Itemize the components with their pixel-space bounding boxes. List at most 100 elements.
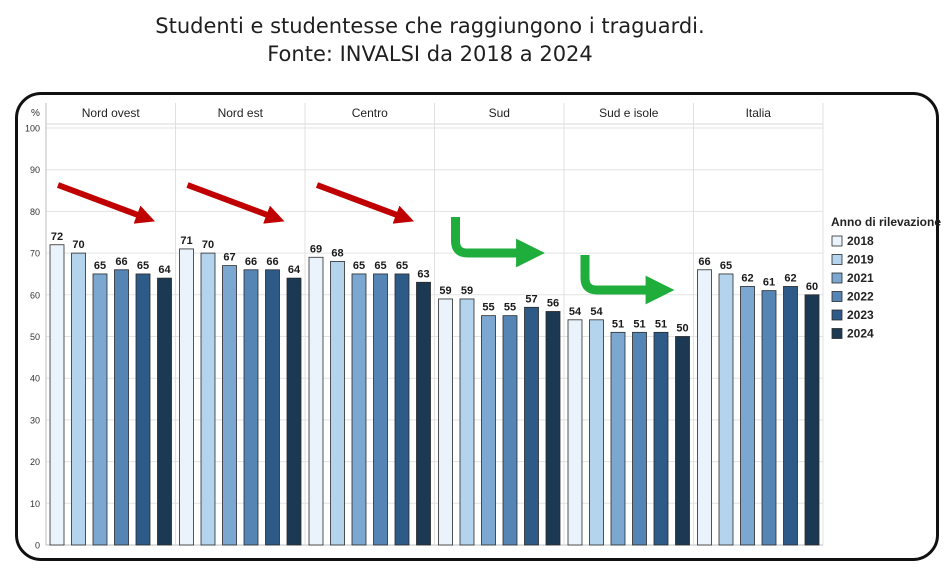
bar-2023 (135, 273, 151, 546)
data-label: 66 (245, 256, 257, 268)
bar-2024 (804, 294, 820, 546)
data-label: 72 (51, 231, 63, 243)
bar-2019 (589, 319, 604, 546)
bar-2018 (567, 319, 583, 546)
y-tick-label: 90 (30, 165, 40, 175)
bar-2019 (330, 261, 345, 546)
data-label: 55 (482, 302, 494, 314)
y-tick-label: 0 (35, 541, 40, 551)
legend-label: 2021 (847, 271, 874, 285)
data-label: 61 (763, 277, 775, 289)
bar-2024 (675, 336, 690, 546)
bar-2022 (502, 315, 518, 546)
bar-2021 (92, 273, 108, 546)
legend-label: 2019 (847, 253, 874, 267)
y-tick-label: 60 (30, 290, 40, 300)
data-label: 65 (137, 260, 149, 272)
bar-2021 (740, 286, 755, 546)
data-label: 51 (655, 318, 667, 330)
group-label: Italia (746, 106, 772, 120)
bar-2018 (438, 298, 453, 546)
data-label: 54 (590, 306, 603, 318)
y-tick-label: 10 (30, 499, 40, 509)
data-label: 66 (266, 256, 278, 268)
data-label: 62 (741, 272, 753, 284)
data-label: 50 (676, 323, 688, 335)
chart-subtitle: Fonte: INVALSI da 2018 a 2024 (267, 42, 593, 66)
y-tick-label: 100 (25, 124, 40, 134)
bar-2022 (373, 273, 388, 546)
data-label: 55 (504, 302, 516, 314)
data-label: 65 (94, 260, 106, 272)
legend-swatch-2021 (831, 272, 843, 284)
group-label: Nord est (218, 106, 264, 120)
group-label: Centro (352, 106, 388, 120)
bar-2022 (761, 290, 777, 546)
data-label: 62 (784, 272, 796, 284)
legend-label: 2018 (847, 234, 874, 248)
group-label: Sud e isole (599, 106, 659, 120)
bar-2024 (286, 277, 302, 546)
bar-2023 (524, 306, 539, 546)
bar-2024 (157, 277, 172, 546)
y-tick-label: 50 (30, 332, 40, 342)
bar-2019 (71, 252, 86, 546)
data-label: 71 (180, 235, 192, 247)
data-label: 64 (288, 264, 301, 276)
y-unit-label: % (31, 108, 40, 119)
data-label: 67 (223, 252, 235, 264)
data-label: 66 (115, 256, 127, 268)
bar-2021 (481, 315, 496, 546)
bar-2021 (351, 273, 367, 546)
data-label: 64 (158, 264, 171, 276)
data-label: 60 (806, 281, 818, 293)
data-label: 65 (720, 260, 732, 272)
bar-2022 (243, 269, 259, 546)
data-label: 59 (439, 285, 451, 297)
data-label: 69 (310, 243, 322, 255)
bar-2019 (718, 273, 734, 546)
data-label: 51 (633, 318, 645, 330)
data-label: 54 (569, 306, 582, 318)
bar-2018 (697, 269, 712, 546)
group-label: Sud (489, 106, 510, 120)
legend-label: 2023 (847, 308, 874, 322)
data-label: 70 (72, 239, 84, 251)
trend-down-arrow (56, 182, 155, 224)
data-label: 57 (525, 293, 537, 305)
legend-label: 2022 (847, 290, 874, 304)
y-tick-label: 20 (30, 457, 40, 467)
legend-swatch-2018 (831, 235, 843, 247)
bar-2018 (179, 248, 194, 546)
data-label: 70 (202, 239, 214, 251)
y-tick-label: 40 (30, 374, 40, 384)
trend-flat-arrow (580, 255, 675, 305)
bar-2019 (200, 252, 216, 546)
data-label: 63 (417, 268, 429, 280)
bar-2019 (459, 298, 475, 546)
legend-swatch-2022 (831, 291, 843, 302)
bar-2024 (416, 281, 431, 546)
y-tick-label: 80 (30, 207, 40, 217)
legend-label: 2024 (847, 327, 874, 341)
legend-swatch-2023 (831, 309, 843, 321)
bar-2021 (222, 265, 237, 546)
trend-down-arrow (315, 182, 414, 224)
bar-2018 (49, 244, 65, 546)
data-label: 65 (396, 260, 408, 272)
bar-2022 (114, 269, 129, 546)
bar-2021 (610, 331, 626, 546)
data-label: 59 (461, 285, 473, 297)
data-label: 68 (331, 247, 343, 259)
data-label: 51 (612, 318, 624, 330)
group-label: Nord ovest (82, 106, 141, 120)
y-tick-label: 70 (30, 249, 40, 259)
bar-2018 (308, 256, 324, 546)
trend-flat-arrow (451, 217, 545, 268)
data-label: 65 (374, 260, 386, 272)
bar-2022 (632, 331, 647, 546)
data-label: 65 (353, 260, 365, 272)
y-tick-label: 30 (30, 415, 40, 425)
trend-down-arrow (186, 182, 285, 224)
chart-title: Studenti e studentesse che raggiungono i… (155, 14, 705, 38)
